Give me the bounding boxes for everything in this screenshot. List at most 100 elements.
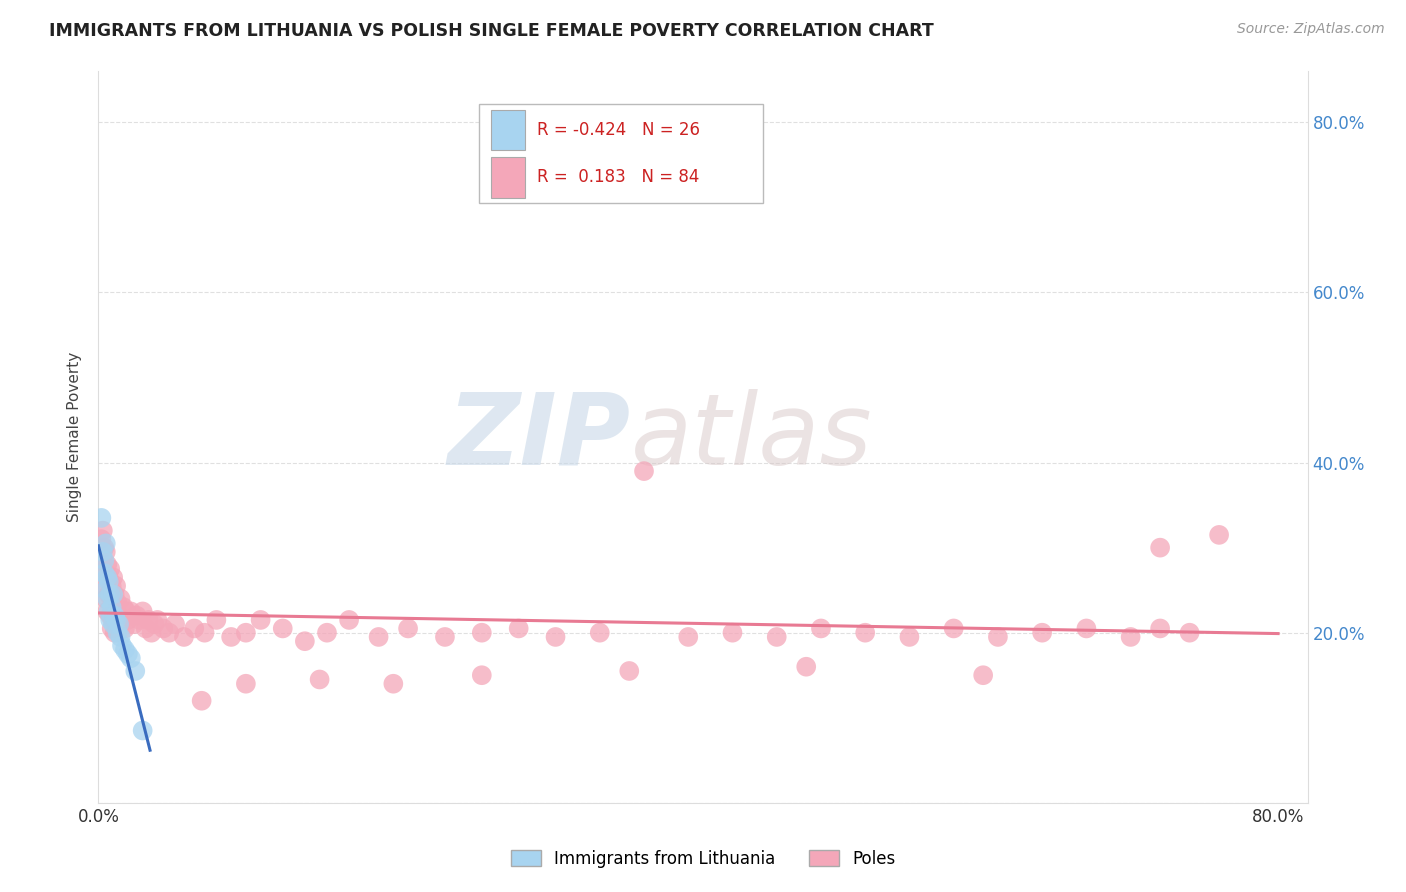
Point: [235, 625, 257, 640]
Point: [93, 553, 115, 567]
Point: [97, 604, 120, 618]
Point: [544, 630, 567, 644]
Point: [91, 545, 114, 559]
Point: [205, 613, 228, 627]
Point: [122, 617, 145, 632]
Point: [678, 630, 700, 644]
Point: [93, 579, 115, 593]
Point: [96, 604, 118, 618]
Text: R =  0.183   N = 84: R = 0.183 N = 84: [537, 169, 700, 186]
Point: [794, 659, 817, 673]
Point: [93, 566, 115, 581]
Point: [633, 464, 655, 478]
Point: [471, 668, 494, 682]
Point: [114, 622, 136, 636]
Point: [1031, 625, 1053, 640]
Point: [382, 677, 405, 691]
Point: [765, 630, 787, 644]
Text: ZIP: ZIP: [447, 389, 630, 485]
Text: atlas: atlas: [630, 389, 872, 485]
Point: [105, 617, 128, 632]
Point: [987, 630, 1010, 644]
Point: [1208, 528, 1230, 542]
Legend: Immigrants from Lithuania, Poles: Immigrants from Lithuania, Poles: [505, 844, 901, 875]
Point: [471, 625, 494, 640]
Point: [173, 630, 195, 644]
Point: [942, 622, 965, 636]
Point: [131, 723, 153, 738]
Text: R = -0.424   N = 26: R = -0.424 N = 26: [537, 121, 700, 139]
Point: [94, 591, 117, 606]
Point: [721, 625, 744, 640]
Point: [117, 647, 139, 661]
Point: [110, 591, 132, 606]
Point: [1149, 622, 1171, 636]
FancyBboxPatch shape: [492, 110, 526, 150]
Point: [138, 613, 160, 627]
Point: [1076, 622, 1098, 636]
Point: [1149, 541, 1171, 555]
Point: [111, 613, 134, 627]
Point: [115, 604, 138, 618]
Point: [97, 570, 120, 584]
Point: [96, 558, 118, 572]
Point: [110, 630, 132, 644]
Point: [105, 613, 128, 627]
Text: Source: ZipAtlas.com: Source: ZipAtlas.com: [1237, 22, 1385, 37]
Point: [93, 541, 115, 555]
Point: [107, 625, 129, 640]
Point: [810, 622, 832, 636]
Point: [101, 570, 124, 584]
Point: [135, 622, 157, 636]
Point: [96, 591, 118, 606]
Point: [96, 570, 118, 584]
Point: [94, 583, 117, 598]
Point: [128, 613, 150, 627]
Point: [111, 639, 134, 653]
Point: [94, 536, 117, 550]
Point: [98, 608, 121, 623]
Point: [972, 668, 994, 682]
Text: IMMIGRANTS FROM LITHUANIA VS POLISH SINGLE FEMALE POVERTY CORRELATION CHART: IMMIGRANTS FROM LITHUANIA VS POLISH SING…: [49, 22, 934, 40]
Point: [143, 617, 166, 632]
Y-axis label: Single Female Poverty: Single Female Poverty: [67, 352, 83, 522]
Point: [235, 677, 257, 691]
Point: [90, 532, 112, 546]
Point: [120, 651, 142, 665]
Point: [367, 630, 389, 644]
Point: [104, 625, 127, 640]
Point: [98, 587, 121, 601]
Point: [98, 562, 121, 576]
Point: [1119, 630, 1142, 644]
Point: [271, 622, 294, 636]
Point: [100, 622, 122, 636]
Point: [124, 664, 146, 678]
Point: [117, 613, 139, 627]
Point: [91, 562, 114, 576]
Point: [183, 622, 205, 636]
Point: [308, 673, 330, 687]
Point: [898, 630, 921, 644]
Point: [97, 587, 120, 601]
Point: [101, 617, 124, 632]
Point: [853, 625, 876, 640]
Point: [190, 694, 212, 708]
Point: [108, 608, 131, 623]
Point: [107, 596, 129, 610]
Point: [294, 634, 316, 648]
Point: [589, 625, 612, 640]
Point: [131, 604, 153, 618]
Point: [219, 630, 242, 644]
Point: [112, 600, 135, 615]
Point: [91, 524, 114, 538]
Point: [125, 608, 148, 623]
Point: [337, 613, 360, 627]
Point: [104, 608, 127, 623]
Point: [101, 613, 124, 627]
Point: [114, 642, 136, 657]
Point: [152, 622, 174, 636]
Point: [508, 622, 530, 636]
Point: [105, 579, 128, 593]
Point: [249, 613, 271, 627]
Point: [97, 574, 120, 589]
